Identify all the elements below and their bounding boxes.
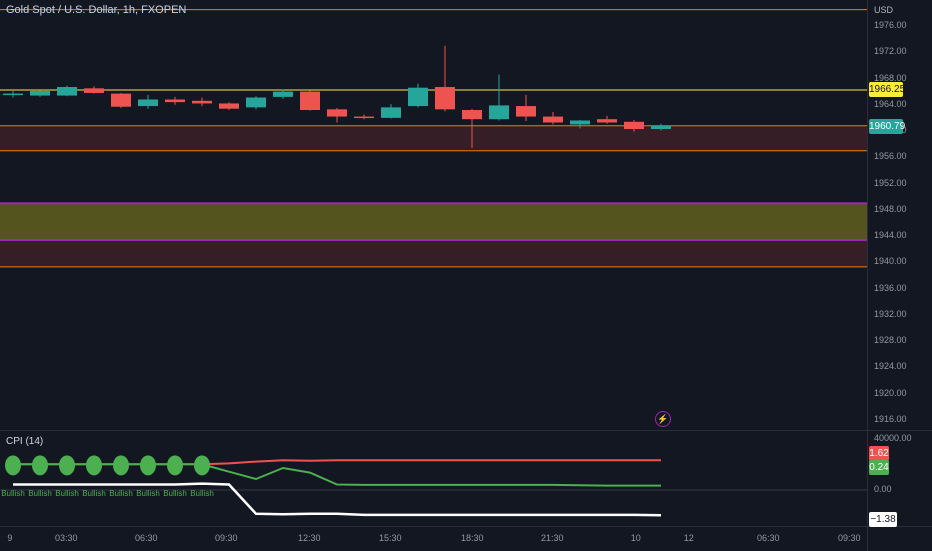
candle-body [138, 99, 158, 107]
price-tick-label: 1956.00 [874, 151, 907, 162]
cpi-white-line [13, 482, 662, 517]
bullish-dot [86, 455, 102, 476]
price-tick-label: 1924.00 [874, 361, 907, 372]
candle-body [84, 88, 104, 93]
candle-body [111, 93, 131, 107]
symbol-title[interactable]: Gold Spot / U.S. Dollar, 1h, FXOPEN [6, 4, 187, 16]
indicator-pane[interactable]: Bullish Bullish Bullish Bullish Bullish Bulli… [0, 431, 867, 526]
price-tick-label: 1964.00 [874, 98, 907, 109]
candle-body [57, 87, 77, 96]
time-tick-label: 09:30 [215, 533, 238, 543]
time-tick-label: 12 [683, 533, 694, 543]
price-tick-label: 1928.00 [874, 335, 907, 345]
candle-body [597, 119, 617, 123]
bullish-dot [59, 455, 75, 476]
indicator-title[interactable]: CPI (14) [6, 436, 44, 447]
price-tick-label: 1976.00 [874, 20, 907, 30]
time-tick-label: 06:30 [757, 533, 780, 543]
bullish-dot [113, 455, 129, 476]
price-tick-label: 1916.00 [874, 413, 907, 424]
price-tick-label: 1932.00 [874, 308, 907, 319]
bullish-dot [5, 455, 21, 476]
time-tick-label: 12:30 [298, 533, 321, 543]
candle-body [543, 116, 563, 123]
last-price-badge: 1960.79 [869, 119, 906, 134]
time-axis[interactable]: 9 03:30 06:30 09:30 12:30 15:30 18:30 21:30 10 12… [0, 526, 867, 551]
olive-zone [0, 203, 867, 240]
candle-body [435, 87, 455, 110]
candle-body [381, 107, 401, 118]
candle-body [246, 97, 266, 108]
candle-body [219, 103, 239, 109]
bullish-label: Bullish [82, 489, 106, 498]
candle-body [651, 125, 671, 130]
candle-body [570, 120, 590, 125]
candle-body [30, 90, 50, 96]
price-tick-label: 1948.00 [874, 203, 907, 214]
bullish-label: Bullish [190, 489, 214, 498]
bullish-dot [167, 455, 183, 476]
time-tick-label: 18:30 [461, 533, 484, 543]
price-axis[interactable]: 1976.001972.001968.001964.001960.001956.… [867, 0, 932, 430]
cpi-green-badge: 0.24 [869, 460, 889, 475]
bullish-dot [194, 455, 210, 476]
indicator-axis[interactable]: 40000.00 0.00 [867, 431, 932, 526]
bullish-dot [140, 455, 156, 476]
bullish-dot [32, 455, 48, 476]
candle-body [354, 116, 374, 119]
currency-label: USD [874, 5, 894, 15]
price-tick-label: 1952.00 [874, 177, 907, 188]
lower-zone [0, 239, 867, 267]
time-tick-label: 03:30 [55, 533, 78, 543]
cpi-green-line [13, 463, 661, 487]
bullish-label: Bullish [55, 489, 79, 498]
axis-corner [867, 526, 932, 551]
upper-zone [0, 125, 867, 151]
pane-separator[interactable] [0, 430, 932, 431]
alert-price-badge: 1966.25 [869, 82, 906, 97]
price-tick-label: 1972.00 [874, 46, 907, 57]
time-tick-label: 06:30 [135, 533, 158, 543]
time-tick-label: 10 [630, 533, 641, 543]
time-tick-label: 09:30 [838, 533, 861, 543]
candle-body [165, 99, 185, 103]
candle-body [516, 106, 536, 117]
cpi-white-badge: −1.38 [869, 512, 897, 527]
candle-body [300, 91, 320, 110]
time-tick-label: 9 [7, 533, 13, 543]
time-tick-label: 21:30 [541, 533, 564, 543]
time-tick-label: 15:30 [379, 533, 402, 543]
candle-body [624, 121, 644, 130]
lightning-icon[interactable]: ⚡ [655, 411, 671, 427]
cpi-indicator-chart[interactable]: Bullish Bullish Bullish Bullish Bullish Bulli… [0, 431, 867, 526]
price-tick-label: 1944.00 [874, 230, 907, 240]
candle-body [462, 110, 482, 120]
bullish-label: Bullish [163, 489, 187, 498]
price-tick-label: 1936.00 [874, 282, 907, 293]
indicator-axis-zero-label: 0.00 [874, 484, 892, 494]
bullish-label: Bullish [136, 489, 160, 498]
price-chart-pane[interactable] [0, 0, 867, 430]
candle-body [327, 109, 347, 117]
bullish-label: Bullish [28, 489, 52, 498]
price-tick-label: 1940.00 [874, 256, 907, 267]
bullish-label: Bullish [109, 489, 133, 498]
candle-body [3, 93, 23, 96]
candle-body [489, 105, 509, 120]
price-tick-label: 1968.00 [874, 72, 907, 83]
candle-body [273, 91, 293, 97]
indicator-axis-top-label: 40000.00 [874, 433, 912, 443]
price-tick-label: 1920.00 [874, 387, 907, 398]
candlestick-chart[interactable] [0, 0, 867, 430]
cpi-red-badge: 1.62 [869, 446, 889, 461]
candle-body [192, 100, 212, 104]
candle-body [408, 87, 428, 107]
bullish-label: Bullish [1, 489, 25, 498]
